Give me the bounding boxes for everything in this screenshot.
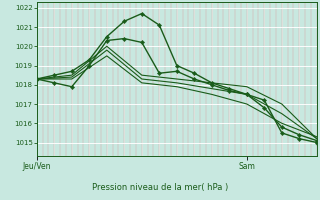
- Text: Pression niveau de la mer( hPa ): Pression niveau de la mer( hPa ): [92, 183, 228, 192]
